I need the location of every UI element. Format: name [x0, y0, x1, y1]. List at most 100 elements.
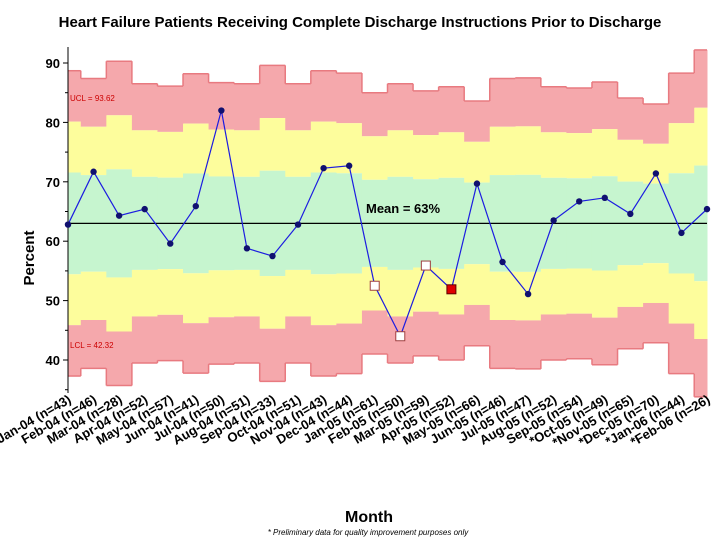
data-point [294, 221, 302, 228]
zone-band [668, 73, 695, 124]
zone-band [208, 129, 235, 177]
zone-band [234, 130, 261, 177]
zone-band [387, 269, 414, 317]
zone-band [157, 131, 184, 178]
zone-band [387, 130, 414, 177]
zone-band [131, 269, 158, 317]
zone-band [464, 141, 491, 183]
zone-band [566, 313, 593, 359]
zone-band [413, 90, 440, 136]
zone-band [361, 92, 388, 137]
zone-band [285, 130, 312, 177]
zone-band [183, 73, 210, 124]
zone-band [285, 269, 312, 317]
zone-band [694, 49, 708, 108]
x-axis-labels: Jan-04 (n=43)Feb-04 (n=46)Mar-04 (n=28)A… [0, 392, 713, 450]
zone-band [540, 268, 567, 315]
zone-band [80, 271, 107, 321]
zone-band [157, 86, 184, 132]
zone-band [336, 73, 363, 124]
zone-band [438, 132, 465, 178]
zone-band [310, 121, 337, 173]
data-point [192, 202, 199, 210]
zone-band [515, 77, 542, 127]
mean-label: Mean = 63% [366, 201, 441, 216]
y-tick-label: 50 [46, 294, 60, 309]
zone-band [183, 273, 210, 324]
zone-band [515, 320, 542, 369]
zone-band [668, 123, 695, 174]
zone-band [515, 126, 542, 175]
y-tick-label: 90 [46, 56, 60, 71]
zone-band [310, 70, 337, 122]
zone-band [591, 129, 619, 177]
chart-title: Heart Failure Patients Receiving Complet… [59, 14, 662, 31]
data-point [473, 180, 481, 187]
zone-band [183, 323, 210, 374]
zone-band [413, 135, 440, 180]
zone-band [591, 82, 619, 130]
zone-band [259, 65, 286, 119]
zone-band [157, 269, 184, 315]
zone-band [489, 320, 516, 369]
zone-band [131, 316, 158, 363]
data-point [141, 205, 148, 213]
zone-band [68, 325, 82, 377]
y-tick-label: 60 [46, 234, 60, 249]
zone-band [310, 325, 337, 377]
zone-band [464, 264, 491, 305]
zone-band [310, 274, 337, 326]
zone-band [68, 121, 82, 173]
zone-band [566, 133, 593, 179]
zone-band [694, 339, 708, 397]
zone-band [540, 86, 567, 133]
y-axis: 40 50 60 70 80 90 [46, 47, 69, 393]
zone-band [208, 317, 235, 365]
zone-band [668, 323, 695, 374]
zone-band [68, 274, 82, 326]
zone-band [106, 331, 133, 386]
zone-band [361, 136, 388, 180]
zone-band [259, 118, 286, 171]
data-point [499, 258, 506, 266]
zone-band [259, 328, 286, 382]
zone-band [438, 314, 465, 360]
zone-band [106, 115, 133, 170]
data-point [550, 217, 557, 224]
zone-band [208, 270, 235, 318]
zone-band [80, 126, 107, 176]
data-point [524, 290, 532, 298]
data-point [115, 212, 123, 219]
zone-band [694, 281, 708, 340]
zone-band [540, 132, 567, 178]
ucl-label: UCL = 93.62 [70, 94, 115, 103]
zone-band [234, 269, 261, 317]
zone-band [131, 83, 158, 131]
zone-band [464, 304, 491, 346]
zone-band [234, 316, 261, 363]
zone-band [566, 268, 593, 314]
zone-band [80, 78, 107, 127]
zone-band [208, 82, 235, 130]
zone-band [183, 123, 210, 174]
data-point-flagged [420, 260, 431, 271]
zone-band [285, 316, 312, 363]
zone-band [643, 263, 670, 303]
zone-band [617, 265, 644, 307]
zone-band [617, 306, 644, 349]
zone-band [540, 314, 567, 360]
zone-band [80, 320, 107, 369]
data-point [218, 107, 225, 114]
data-point [243, 245, 251, 252]
zone-band [489, 126, 516, 176]
zone-band [643, 143, 670, 184]
data-point-special [446, 284, 457, 295]
zone-band [336, 323, 363, 374]
zone-band [566, 87, 593, 134]
data-point [269, 252, 276, 260]
y-tick-label: 40 [46, 353, 60, 368]
zone-band [106, 61, 133, 116]
data-point [703, 205, 711, 213]
zone-band [361, 310, 388, 355]
